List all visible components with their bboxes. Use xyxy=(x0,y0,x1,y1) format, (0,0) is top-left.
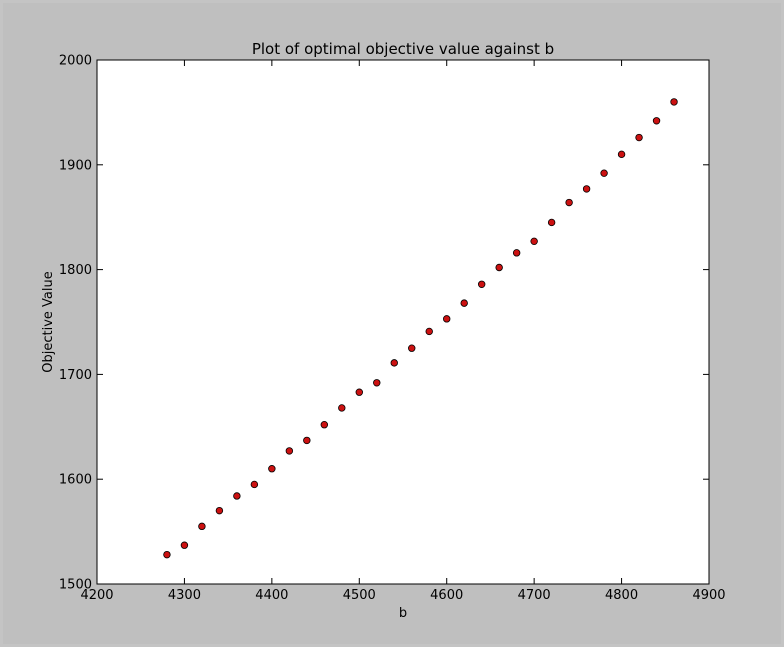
plot-area xyxy=(96,59,710,585)
data-point xyxy=(355,388,363,396)
x-axis-label: b xyxy=(399,606,407,621)
data-point xyxy=(180,541,189,549)
data-point xyxy=(460,299,468,307)
data-point xyxy=(390,359,398,367)
x-tick-label: 4300 xyxy=(168,588,201,603)
data-point xyxy=(600,169,608,177)
data-points xyxy=(163,98,678,559)
y-axis-label: Objective Value xyxy=(41,271,56,372)
x-tick-label: 4500 xyxy=(343,588,376,603)
x-tick-label: 4600 xyxy=(430,588,463,603)
x-tick-label: 4200 xyxy=(80,588,113,603)
x-tick-label: 4400 xyxy=(255,588,288,603)
data-point xyxy=(582,185,591,193)
data-point xyxy=(547,218,556,227)
chart-title: Plot of optimal objective value against … xyxy=(252,40,554,58)
data-point xyxy=(320,421,329,429)
data-point xyxy=(163,550,171,559)
data-point xyxy=(635,133,643,142)
data-point xyxy=(198,522,206,531)
y-tick-label: 2000 xyxy=(59,54,92,69)
y-tick-label: 1700 xyxy=(59,368,92,383)
data-point xyxy=(495,263,503,272)
data-point xyxy=(443,315,451,323)
data-point xyxy=(652,117,661,125)
data-point xyxy=(670,98,678,106)
data-point xyxy=(373,379,381,387)
data-point xyxy=(233,492,241,500)
data-point xyxy=(250,480,259,489)
data-point xyxy=(285,447,294,455)
axis-ticks: 4200 4300 4400 4500 4600 4700 4800 4900 1500 1600… xyxy=(59,54,726,604)
x-tick-label: 4700 xyxy=(518,588,551,603)
y-tick-label: 1800 xyxy=(59,263,92,278)
y-tick-label: 1600 xyxy=(59,473,92,488)
data-point xyxy=(215,506,224,515)
data-point xyxy=(338,404,346,412)
x-tick-label: 4900 xyxy=(692,588,725,603)
data-point xyxy=(530,237,538,246)
data-point xyxy=(512,249,521,257)
data-point xyxy=(565,198,573,207)
data-point xyxy=(425,327,433,336)
y-tick-label: 1500 xyxy=(59,578,92,593)
data-point xyxy=(617,150,626,159)
y-tick-label: 1900 xyxy=(59,158,92,173)
data-point xyxy=(303,436,311,445)
x-tick-label: 4800 xyxy=(605,588,638,603)
data-point xyxy=(268,465,276,473)
data-point xyxy=(477,280,486,288)
data-point xyxy=(408,344,416,352)
